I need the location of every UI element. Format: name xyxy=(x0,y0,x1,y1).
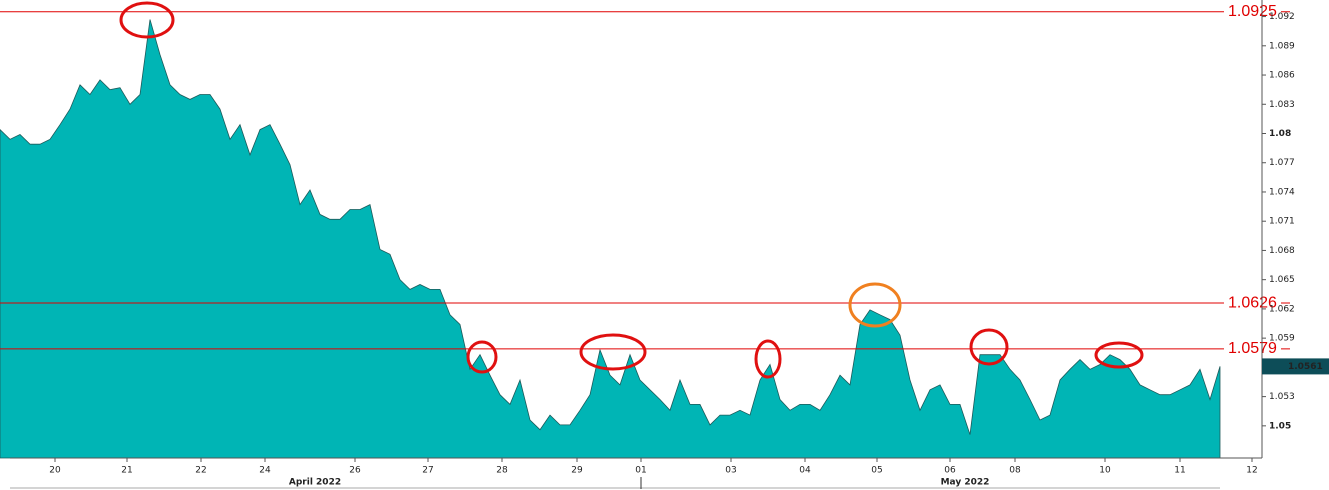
price-area xyxy=(0,19,1221,459)
last-price-tag xyxy=(1262,358,1329,375)
y-tick-label: 1.08 xyxy=(1269,129,1291,139)
x-tick-label: 26 xyxy=(349,466,361,476)
x-tick-label: 04 xyxy=(799,466,811,476)
circle-marker xyxy=(754,339,782,379)
x-tick-label: 21 xyxy=(121,466,132,476)
circle-marker xyxy=(1094,341,1144,369)
month-label: May 2022 xyxy=(941,478,990,488)
circle-marker xyxy=(579,333,647,371)
y-tick-label: 1.083 xyxy=(1269,100,1295,110)
month-label: April 2022 xyxy=(289,478,341,488)
y-tick-label: 1.089 xyxy=(1269,41,1295,51)
y-tick-label: 1.092 xyxy=(1269,12,1295,22)
y-tick-label: 1.065 xyxy=(1269,275,1295,285)
y-tick-label: 1.062 xyxy=(1269,304,1295,314)
circle-marker xyxy=(969,328,1009,366)
y-tick-label: 1.071 xyxy=(1269,217,1295,227)
x-tick-label: 01 xyxy=(635,466,646,476)
y-tick-label: 1.053 xyxy=(1269,392,1295,402)
x-tick-label: 08 xyxy=(1009,466,1021,476)
y-tick-label: 1.086 xyxy=(1269,71,1295,81)
level-label: 1.0925 xyxy=(1228,3,1277,20)
level-label: 1.0579 xyxy=(1228,340,1277,357)
x-tick-label: 27 xyxy=(422,466,433,476)
last-price-label: 1.0561 xyxy=(1288,362,1323,372)
x-tick-label: 24 xyxy=(259,466,271,476)
y-tick-label: 1.05 xyxy=(1269,421,1291,431)
y-tick-label: 1.068 xyxy=(1269,246,1295,256)
level-label-bg xyxy=(1224,1,1281,22)
circle-marker xyxy=(119,1,175,39)
level-label-bg xyxy=(1224,293,1281,314)
circle-marker xyxy=(466,340,498,374)
x-tick-label: 03 xyxy=(725,466,736,476)
y-tick-label: 1.059 xyxy=(1269,334,1295,344)
x-tick-label: 11 xyxy=(1174,466,1185,476)
circle-marker xyxy=(848,282,902,328)
x-tick-label: 22 xyxy=(195,466,206,476)
x-tick-label: 20 xyxy=(49,466,61,476)
x-tick-label: 29 xyxy=(571,466,583,476)
y-tick-label: 1.074 xyxy=(1269,187,1295,197)
level-label: 1.0626 xyxy=(1228,294,1277,311)
x-tick-label: 10 xyxy=(1099,466,1111,476)
y-tick-label: 1.077 xyxy=(1269,158,1295,168)
annotations xyxy=(119,1,1144,379)
x-tick-label: 05 xyxy=(871,466,882,476)
x-tick-label: 12 xyxy=(1246,466,1257,476)
level-label-bg xyxy=(1224,338,1281,359)
x-tick-label: 28 xyxy=(496,466,508,476)
x-tick-label: 06 xyxy=(944,466,956,476)
